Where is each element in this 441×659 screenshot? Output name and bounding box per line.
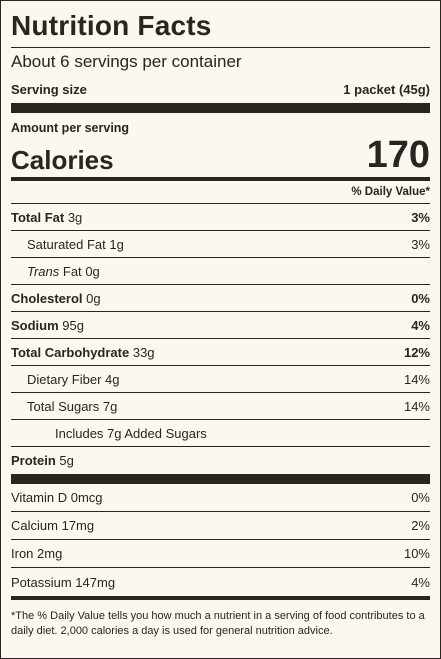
nutrient-dv: 4% (411, 317, 430, 333)
vitamin-dv: 4% (411, 574, 430, 590)
nutrient-row-protein: Protein 5g (11, 447, 430, 474)
vitamin-label: Iron 2mg (11, 546, 63, 561)
nutrient-row-total-fat: Total Fat 3g 3% (11, 204, 430, 231)
nutrient-amount: 95g (62, 317, 84, 333)
nutrient-label-italic: Trans (27, 263, 60, 279)
nutrient-label: Saturated Fat (27, 236, 106, 252)
daily-value-header: % Daily Value* (351, 186, 430, 198)
nutrient-row-cholesterol: Cholesterol 0g 0% (11, 285, 430, 312)
nutrient-name: Trans Fat 0g (27, 264, 100, 279)
nutrient-amount: 0g (86, 290, 101, 306)
nutrient-label: Total Sugars (27, 398, 100, 414)
nutrient-name: Sodium 95g (11, 318, 84, 333)
nutrient-dv: 14% (403, 371, 430, 387)
thick-divider (11, 103, 430, 113)
nutrient-label: Fat (62, 263, 82, 279)
vitamin-label: Calcium 17mg (11, 518, 95, 533)
nutrient-label: Total Fat (11, 209, 65, 225)
nutrient-label: Cholesterol (11, 290, 83, 306)
nutrient-name: Saturated Fat 1g (27, 237, 124, 252)
vitamin-row-calcium: Calcium 17mg 2% (11, 512, 430, 540)
medium-divider (11, 177, 430, 181)
serving-size-value: 1 packet (45g) (343, 81, 430, 97)
nutrient-row-sodium: Sodium 95g 4% (11, 312, 430, 339)
nutrient-label: Dietary Fiber (27, 371, 102, 387)
nutrient-amount: 3g (67, 209, 83, 225)
nutrient-name: Dietary Fiber 4g (27, 372, 120, 387)
nutrient-label: Protein (11, 453, 56, 468)
nutrient-dv: 3% (411, 236, 430, 252)
nutrient-row-added-sugars: Includes 7g Added Sugars (11, 420, 430, 447)
nutrient-dv: 14% (403, 398, 430, 414)
nutrient-row-trans-fat: Trans Fat 0g (11, 258, 430, 285)
vitamin-label: Potassium 147mg (11, 574, 116, 590)
nutrient-name: Total Carbohydrate 33g (11, 345, 155, 360)
label-title: Nutrition Facts (11, 10, 212, 41)
divider (11, 203, 430, 204)
amount-per-serving: Amount per serving (11, 121, 130, 135)
serving-size-row: Serving size 1 packet (45g) (11, 75, 430, 103)
divider (11, 47, 430, 48)
calories-label: Calories (11, 145, 114, 175)
nutrient-label: Includes 7g Added Sugars (55, 425, 207, 441)
nutrient-row-total-sugars: Total Sugars 7g 14% (11, 393, 430, 420)
nutrient-amount: 0g (85, 263, 100, 279)
nutrient-row-total-carbohydrate: Total Carbohydrate 33g 12% (11, 339, 430, 366)
medium-divider (11, 596, 430, 600)
nutrient-amount: 7g (102, 398, 118, 414)
servings-per-container: About 6 servings per container (11, 52, 242, 71)
thick-divider (11, 474, 430, 484)
vitamin-dv: 0% (411, 490, 430, 505)
nutrient-amount: 1g (109, 236, 124, 252)
nutrient-amount: 5g (59, 453, 74, 468)
nutrient-dv: 3% (411, 209, 430, 225)
vitamin-row-iron: Iron 2mg 10% (11, 540, 430, 568)
vitamin-dv: 10% (403, 546, 430, 561)
nutrient-amount: 33g (132, 344, 155, 360)
calories-value: 170 (366, 134, 430, 176)
nutrient-row-saturated-fat: Saturated Fat 1g 3% (11, 231, 430, 258)
nutrient-label: Sodium (11, 317, 59, 333)
daily-value-footnote: *The % Daily Value tells you how much a … (11, 610, 425, 637)
nutrient-label: Total Carbohydrate (11, 344, 130, 360)
vitamin-label: Vitamin D 0mcg (11, 490, 103, 505)
vitamin-dv: 2% (411, 518, 430, 533)
nutrient-amount: 4g (105, 371, 120, 387)
nutrient-dv: 12% (403, 344, 430, 360)
vitamin-row-vitamin-d: Vitamin D 0mcg 0% (11, 484, 430, 512)
nutrient-dv: 0% (411, 290, 430, 306)
nutrient-name: Protein 5g (11, 453, 74, 468)
nutrient-name: Total Sugars 7g (27, 399, 117, 414)
calories-row: Calories 170 (11, 134, 430, 177)
vitamin-row-potassium: Potassium 147mg 4% (11, 568, 430, 596)
nutrient-row-dietary-fiber: Dietary Fiber 4g 14% (11, 366, 430, 393)
nutrient-name: Cholesterol 0g (11, 291, 101, 306)
serving-size-label: Serving size (11, 81, 87, 97)
nutrient-name: Total Fat 3g (11, 210, 82, 225)
